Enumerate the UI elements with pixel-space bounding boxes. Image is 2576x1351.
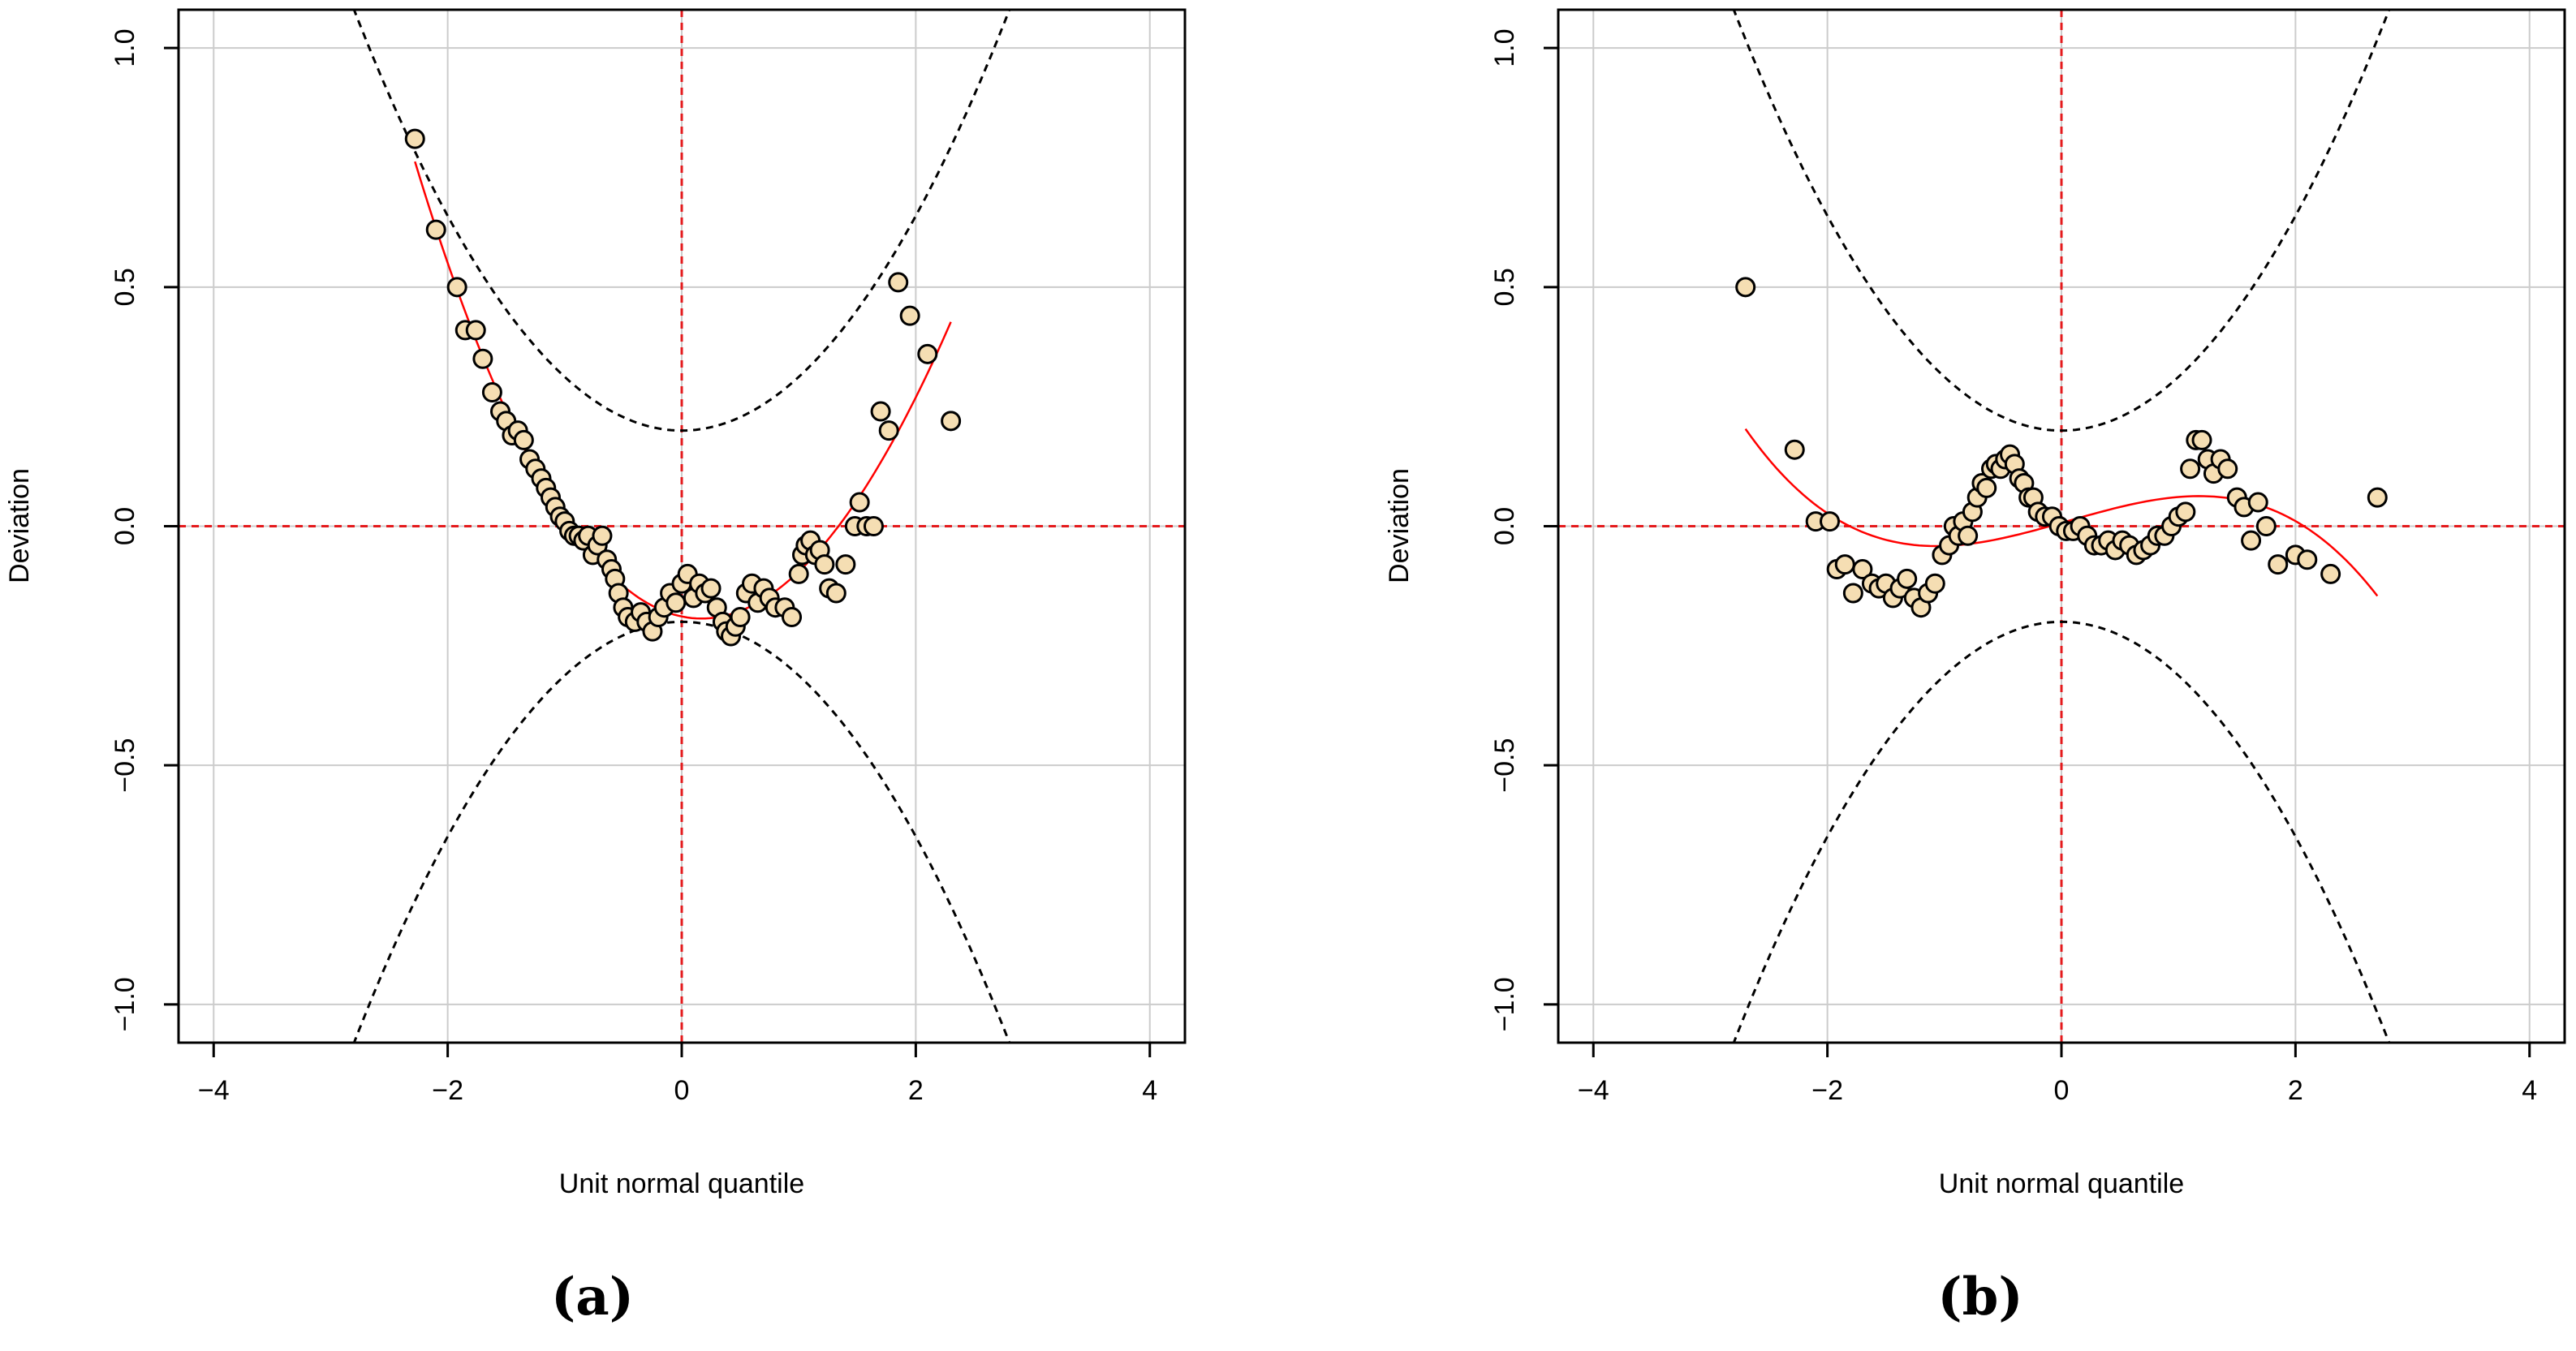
data-point xyxy=(2297,549,2318,570)
data-point xyxy=(472,348,493,369)
y-axis-title: Deviation xyxy=(4,468,35,583)
x-tick-label: 4 xyxy=(1142,1075,1157,1106)
x-tick-label: 0 xyxy=(2054,1075,2070,1106)
y-tick-label: 0.5 xyxy=(1489,268,1520,306)
confidence-band-upper xyxy=(1732,10,2391,432)
data-point xyxy=(730,606,751,627)
data-point xyxy=(782,606,803,627)
data-point xyxy=(1958,525,1979,546)
data-point xyxy=(2175,501,2196,523)
x-tick-label: −4 xyxy=(198,1075,230,1106)
x-tick-label: 2 xyxy=(2288,1075,2303,1106)
data-point xyxy=(592,525,613,546)
data-point xyxy=(917,343,938,364)
data-point xyxy=(513,429,534,450)
data-point xyxy=(1834,554,1855,575)
data-point xyxy=(465,320,486,341)
data-point xyxy=(899,305,920,326)
x-tick-label: −2 xyxy=(432,1075,463,1106)
plot-area xyxy=(1558,10,2565,1043)
data-point xyxy=(1842,583,1863,604)
x-tick-label: −4 xyxy=(1578,1075,1609,1106)
y-axis-title: Deviation xyxy=(1384,468,1415,583)
x-tick-label: 4 xyxy=(2522,1075,2537,1106)
data-point xyxy=(2320,563,2341,584)
y-tick-label: 0.5 xyxy=(110,268,140,306)
confidence-band-lower xyxy=(352,620,1011,1043)
y-tick-label: −1.0 xyxy=(110,977,140,1031)
confidence-band-lower xyxy=(1732,620,2391,1043)
data-point xyxy=(2255,516,2277,536)
data-point xyxy=(1784,439,1805,460)
data-point xyxy=(870,401,891,422)
data-point xyxy=(425,219,446,240)
data-point xyxy=(2367,487,2388,508)
y-tick-label: 1.0 xyxy=(1489,29,1520,67)
data-point xyxy=(2191,429,2212,450)
data-point xyxy=(446,277,467,298)
data-point xyxy=(941,411,962,432)
data-point xyxy=(863,516,884,536)
data-point xyxy=(849,492,870,513)
x-tick-label: 2 xyxy=(908,1075,924,1106)
x-tick-label: −2 xyxy=(1811,1075,1843,1106)
y-tick-label: −1.0 xyxy=(1489,977,1520,1031)
data-point xyxy=(2217,458,2238,480)
data-point xyxy=(888,272,909,293)
data-point xyxy=(1735,277,1756,298)
data-point xyxy=(1820,511,1841,532)
plot-area xyxy=(179,10,1185,1043)
data-point xyxy=(1976,477,1997,498)
data-point xyxy=(700,578,722,599)
data-point xyxy=(666,592,687,613)
data-point xyxy=(2241,530,2262,551)
x-tick-label: 0 xyxy=(674,1075,690,1106)
data-point xyxy=(2247,492,2268,513)
data-point xyxy=(2268,554,2289,575)
data-point xyxy=(1924,573,1945,594)
data-point xyxy=(878,420,899,441)
data-point xyxy=(404,128,425,149)
y-tick-label: 0.0 xyxy=(1489,507,1520,545)
data-point xyxy=(1852,559,1873,580)
y-tick-label: 1.0 xyxy=(110,29,140,67)
y-tick-label: −0.5 xyxy=(110,738,140,793)
y-tick-label: 0.0 xyxy=(110,507,140,545)
chart-panel-a: −4 −2 0 2 4 −1.0 −0.5 0.0 0.5 1.0 Unit normal quan… xyxy=(4,8,1187,1327)
data-point xyxy=(814,554,835,575)
panel-label: (b) xyxy=(1937,1267,2022,1327)
data-point xyxy=(825,583,846,604)
chart-panel-b: −4 −2 0 2 4 −1.0 −0.5 0.0 0.5 1.0 Unit normal quan… xyxy=(1384,8,2566,1327)
data-point xyxy=(2180,458,2201,480)
x-axis-title: Unit normal quantile xyxy=(1939,1168,2184,1199)
data-point xyxy=(1897,568,1918,589)
data-point xyxy=(788,563,809,584)
confidence-band-upper xyxy=(352,10,1011,432)
data-point xyxy=(481,381,502,402)
data-point xyxy=(835,554,856,575)
x-axis-title: Unit normal quantile xyxy=(559,1168,804,1199)
y-tick-label: −0.5 xyxy=(1489,738,1520,793)
panel-label: (a) xyxy=(551,1267,634,1327)
